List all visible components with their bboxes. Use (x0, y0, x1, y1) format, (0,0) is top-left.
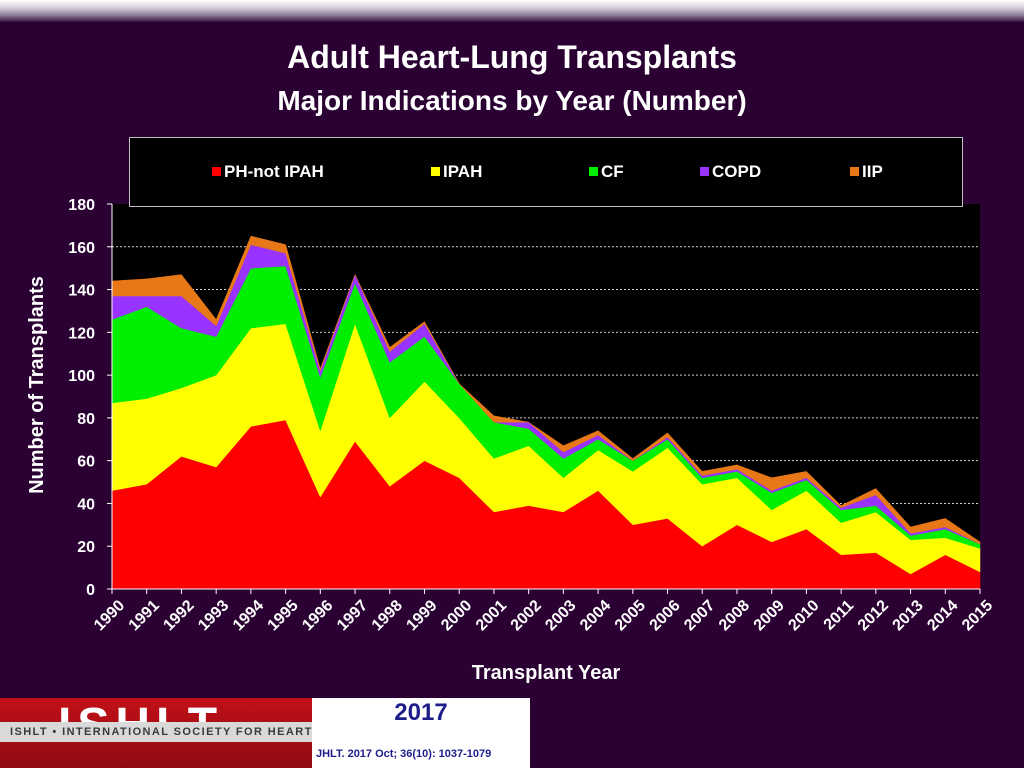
legend-label: CF (601, 162, 624, 181)
x-tick-label: 2006 (647, 597, 684, 634)
x-tick-label: 2013 (890, 597, 927, 634)
y-tick-labels: 0 20 40 60 80 100 120 140 160 180 (68, 197, 95, 599)
x-tick-label: 2008 (716, 597, 753, 634)
x-tick-label: 2007 (681, 597, 718, 634)
legend-item-ipah: IPAH (431, 162, 482, 182)
x-tick-label: 1998 (369, 597, 406, 634)
x-tick-label: 2011 (821, 597, 858, 634)
x-tick-labels: 1990199119921993199419951996199719981999… (91, 589, 996, 634)
chart-title: Adult Heart-Lung Transplants (287, 39, 737, 75)
legend-item-ph-not-ipah: PH-not IPAH (212, 162, 324, 182)
legend-label: IIP (862, 162, 883, 181)
x-tick-label: 2014 (924, 597, 961, 634)
x-tick-label: 1993 (195, 597, 232, 634)
year-box (312, 698, 530, 768)
x-tick-label: 2012 (855, 597, 892, 634)
legend-label: PH-not IPAH (224, 162, 324, 181)
x-tick-label: 2003 (542, 597, 579, 634)
x-tick-label: 1991 (126, 597, 163, 634)
y-tick-label: 160 (68, 240, 95, 257)
x-tick-label: 2001 (473, 597, 510, 634)
chart-legend: PH-not IPAH IPAH CF COPD IIP (129, 137, 963, 207)
x-tick-label: 1994 (230, 597, 267, 634)
x-tick-label: 1996 (299, 597, 336, 634)
x-tick-label: 1992 (160, 597, 197, 634)
y-tick-label: 180 (68, 197, 95, 214)
legend-swatch-purple (700, 167, 709, 176)
x-tick-label: 1999 (403, 597, 440, 634)
publication-year: 2017 (394, 699, 448, 726)
x-tick-label: 2002 (508, 597, 545, 634)
journal-citation: JHLT. 2017 Oct; 36(10): 1037-1079 (316, 748, 492, 760)
y-tick-label: 120 (68, 325, 95, 342)
x-tick-label: 2004 (577, 597, 614, 634)
x-tick-label: 2000 (438, 597, 475, 634)
legend-swatch-orange (850, 167, 859, 176)
x-tick-label: 1995 (265, 597, 302, 634)
x-axis-label: Transplant Year (472, 662, 621, 684)
x-tick-label: 2010 (785, 597, 822, 634)
y-tick-label: 140 (68, 283, 95, 300)
legend-label: COPD (712, 162, 762, 181)
y-tick-label: 80 (77, 411, 95, 428)
series-areas (111, 235, 981, 590)
x-tick-label: 1997 (334, 597, 371, 634)
y-tick-label: 100 (68, 368, 95, 385)
x-tick-label: 2009 (751, 597, 788, 634)
chart-subtitle: Major Indications by Year (Number) (277, 85, 747, 116)
series-area-iip (111, 235, 981, 545)
legend-item-copd: COPD (700, 162, 761, 182)
y-tick-label: 40 (77, 496, 95, 513)
y-tick-label: 20 (77, 539, 95, 556)
legend-item-iip: IIP (850, 162, 883, 182)
y-axis-label: Number of Transplants (26, 276, 48, 494)
legend-item-cf: CF (589, 162, 624, 182)
x-tick-label: 1990 (91, 597, 128, 634)
top-gradient-band (0, 0, 1024, 22)
legend-swatch-yellow (431, 167, 440, 176)
legend-label: IPAH (443, 162, 483, 181)
legend-swatch-green (589, 167, 598, 176)
x-tick-label: 2015 (959, 597, 996, 634)
y-tick-label: 0 (86, 582, 95, 599)
legend-swatch-red (212, 167, 221, 176)
x-tick-label: 2005 (612, 597, 649, 634)
y-tick-label: 60 (77, 454, 95, 471)
